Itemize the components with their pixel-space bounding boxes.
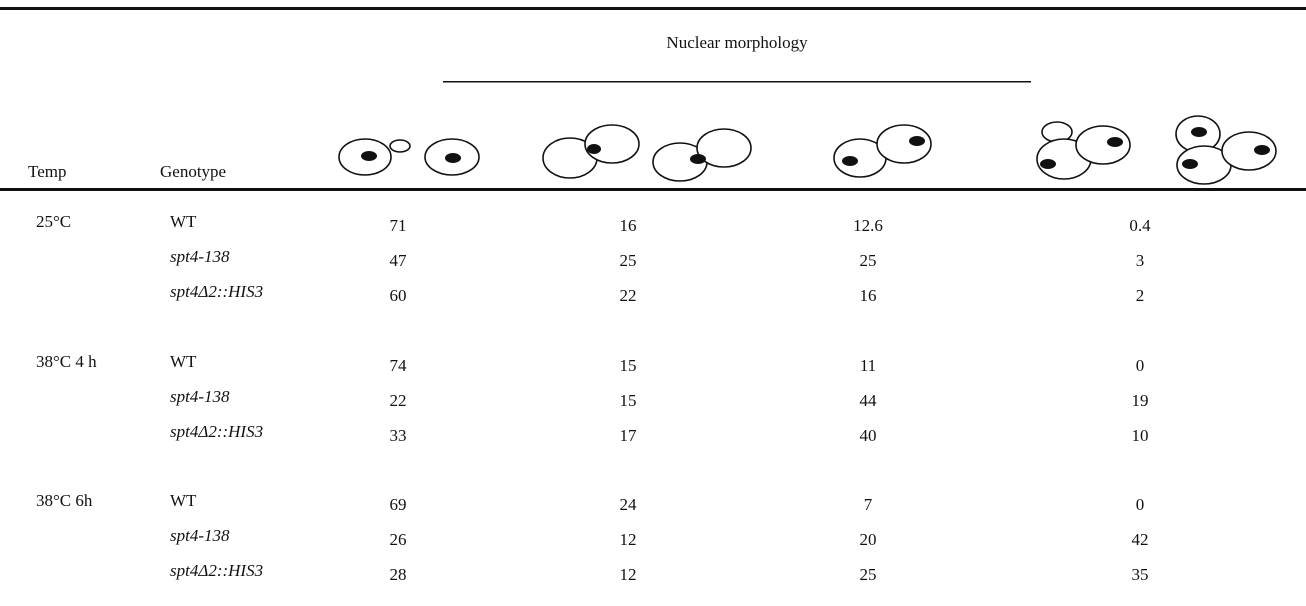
value-cell: 15 <box>620 356 637 376</box>
genotype-cell: spt4-138 <box>170 247 230 267</box>
value-cell: 22 <box>620 286 637 306</box>
genotype-cell: spt4-138 <box>170 387 230 407</box>
value-cell: 16 <box>860 286 877 306</box>
value-cell: 0 <box>1136 356 1145 376</box>
value-cell: 12 <box>620 565 637 585</box>
value-cell: 42 <box>1132 530 1149 550</box>
value-cell: 12 <box>620 530 637 550</box>
value-cell: 33 <box>390 426 407 446</box>
value-cell: 25 <box>860 565 877 585</box>
temp-cell: 38°C 4 h <box>36 352 97 372</box>
genotype-cell: spt4-138 <box>170 526 230 546</box>
value-cell: 44 <box>860 391 877 411</box>
value-cell: 71 <box>390 216 407 236</box>
value-cell: 16 <box>620 216 637 236</box>
temp-cell: 38°C 6h <box>36 491 92 511</box>
table-page: Nuclear morphology Temp Genotype 25°C WT 7… <box>0 0 1306 606</box>
table-rules <box>0 0 1306 606</box>
value-cell: 74 <box>390 356 407 376</box>
value-cell: 3 <box>1136 251 1145 271</box>
group-title: Nuclear morphology <box>666 33 807 53</box>
column-header: Genotype <box>160 162 226 182</box>
column-header: Temp <box>28 162 66 182</box>
value-cell: 0 <box>1136 495 1145 515</box>
genotype-cell: WT <box>170 491 196 511</box>
value-cell: 11 <box>860 356 876 376</box>
value-cell: 15 <box>620 391 637 411</box>
genotype-cell: WT <box>170 352 196 372</box>
value-cell: 12.6 <box>853 216 883 236</box>
value-cell: 25 <box>620 251 637 271</box>
value-cell: 26 <box>390 530 407 550</box>
genotype-cell: spt4Δ2::HIS3 <box>170 282 263 302</box>
value-cell: 22 <box>390 391 407 411</box>
genotype-cell: spt4Δ2::HIS3 <box>170 561 263 581</box>
value-cell: 19 <box>1132 391 1149 411</box>
value-cell: 20 <box>860 530 877 550</box>
value-cell: 0.4 <box>1129 216 1150 236</box>
value-cell: 2 <box>1136 286 1145 306</box>
genotype-cell: WT <box>170 212 196 232</box>
value-cell: 40 <box>860 426 877 446</box>
value-cell: 25 <box>860 251 877 271</box>
genotype-cell: spt4Δ2::HIS3 <box>170 422 263 442</box>
value-cell: 28 <box>390 565 407 585</box>
value-cell: 35 <box>1132 565 1149 585</box>
value-cell: 17 <box>620 426 637 446</box>
value-cell: 60 <box>390 286 407 306</box>
value-cell: 7 <box>864 495 873 515</box>
value-cell: 47 <box>390 251 407 271</box>
value-cell: 24 <box>620 495 637 515</box>
value-cell: 69 <box>390 495 407 515</box>
value-cell: 10 <box>1132 426 1149 446</box>
temp-cell: 25°C <box>36 212 71 232</box>
